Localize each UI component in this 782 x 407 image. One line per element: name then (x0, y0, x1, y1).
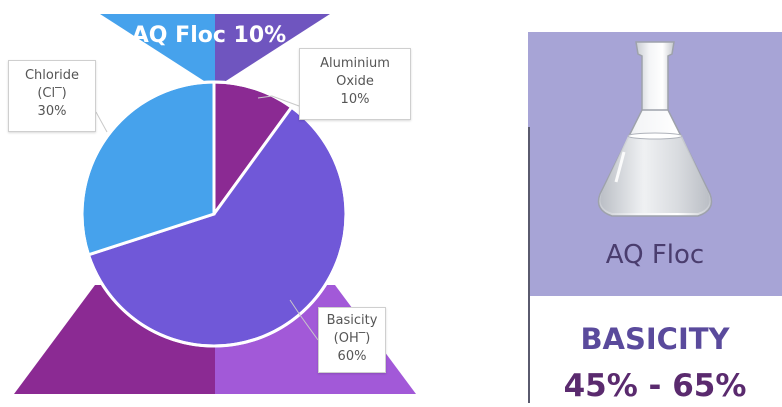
erlenmeyer-flask-icon (597, 41, 713, 217)
label-line: (OH‾) (333, 331, 371, 346)
slice-label-chloride: Chloride (Cl‾) 30% (8, 60, 96, 132)
product-card-header (528, 32, 782, 296)
label-line: Chloride (24, 68, 80, 83)
card-divider (528, 127, 530, 403)
slice-label-basicity: Basicity (OH‾) 60% (318, 307, 386, 373)
label-line: Aluminium (320, 56, 390, 71)
pie-slices (80, 80, 348, 348)
pie-outline (80, 80, 348, 348)
label-line: (Cl‾) (37, 86, 67, 101)
top-left-triangle (100, 14, 215, 88)
basicity-heading: BASICITY (580, 322, 730, 356)
basicity-range: 45% - 65% (563, 368, 747, 404)
product-card: AQ Floc BASICITY 45% - 65% (528, 32, 782, 404)
slice-label-aluminium-oxide: Aluminium Oxide 10% (299, 48, 411, 120)
leader-line-aluminium (257, 95, 300, 107)
leader-line-basicity (289, 299, 319, 341)
chart-title: AQ Floc 10% (132, 23, 286, 48)
leader-line-chloride (95, 111, 108, 133)
product-name: AQ Floc (605, 240, 705, 270)
label-line: Oxide (336, 74, 374, 89)
label-value: 30% (37, 104, 67, 119)
label-line: Basicity (326, 313, 378, 328)
label-value: 60% (337, 349, 367, 364)
label-value: 10% (340, 92, 370, 107)
top-right-triangle (215, 14, 330, 88)
